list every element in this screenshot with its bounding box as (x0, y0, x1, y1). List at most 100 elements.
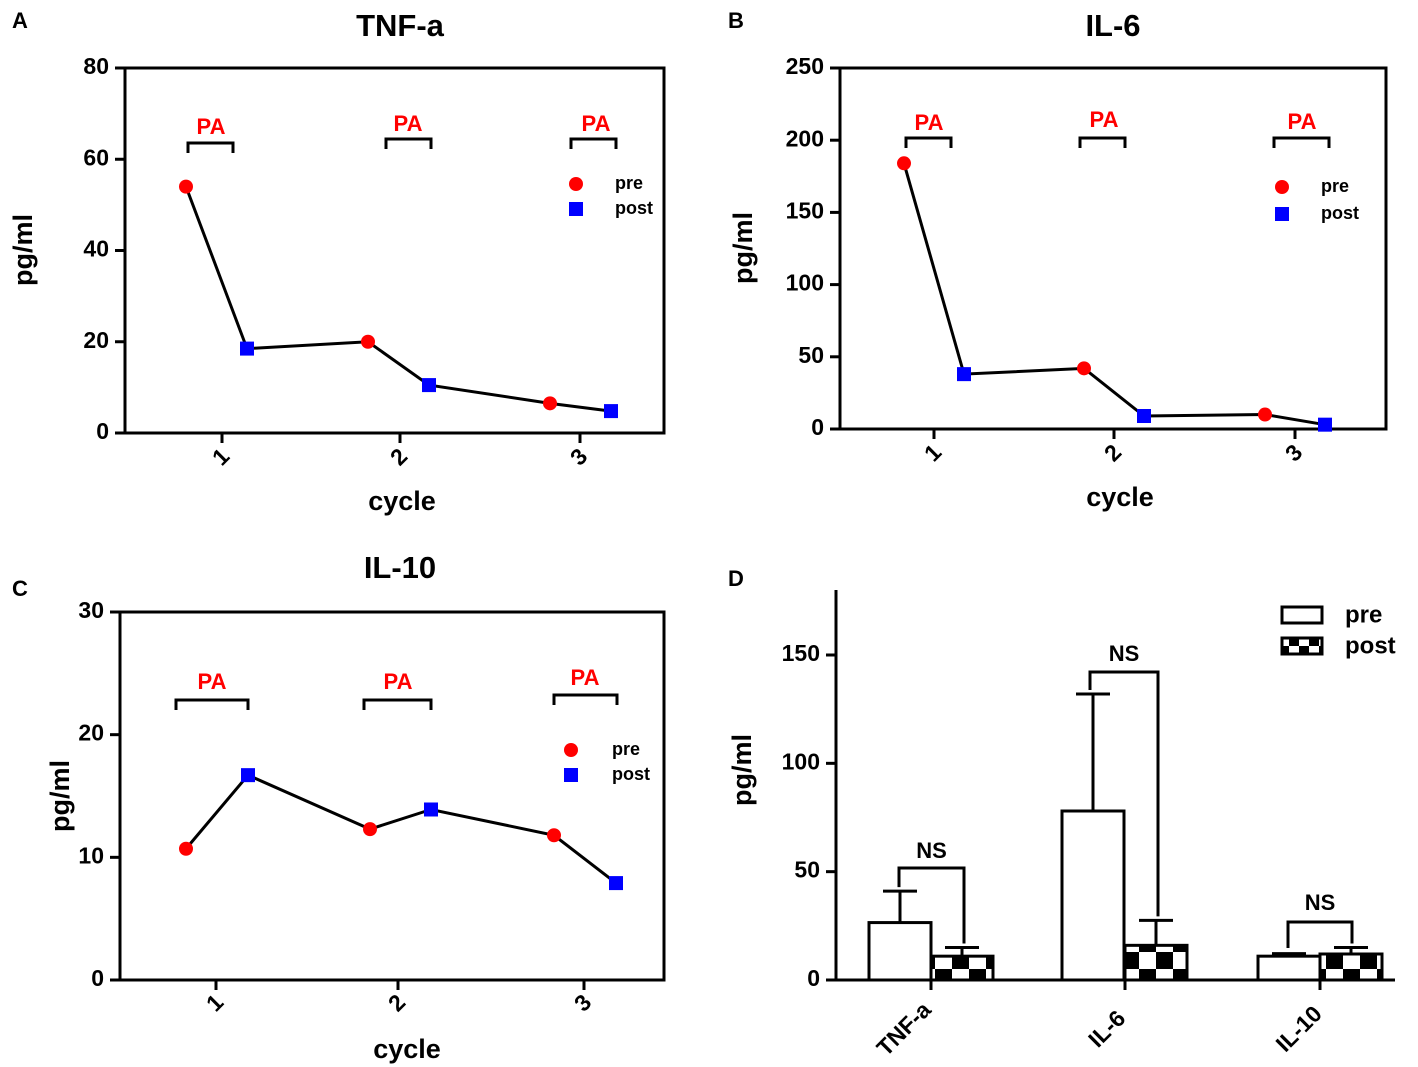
point-post-cycle-1 (240, 341, 254, 356)
x-tick-label: 2 (383, 989, 410, 1016)
y-tick-label: 80 (83, 53, 109, 79)
point-pre-cycle-3 (547, 828, 561, 843)
y-tick-label: 250 (786, 53, 824, 79)
bar-pre-1 (867, 921, 933, 982)
pa-annotation: PA (582, 111, 611, 136)
x-tick-label: 2 (1099, 439, 1126, 466)
significance-label: NS (1109, 641, 1140, 666)
panel-letter: A (12, 8, 28, 33)
point-pre-cycle-3 (1258, 407, 1272, 422)
legend-post-marker (564, 768, 578, 782)
point-pre-cycle-3 (543, 396, 557, 411)
bar-pre-3 (1256, 954, 1322, 982)
legend-post-marker (569, 202, 583, 216)
pa-bracket (362, 698, 433, 710)
chart-title: TNF-a (356, 8, 445, 43)
point-pre-cycle-2 (1077, 361, 1091, 376)
legend-post-label: post (1345, 632, 1396, 659)
point-post-cycle-2 (422, 378, 436, 393)
panel-a: A TNF-a 0 20 40 60 80 1 2 3 cycle pg/ml PA PA PA pre pos… (8, 8, 666, 516)
y-tick-label: 200 (786, 125, 824, 151)
bar-post-3 (1318, 952, 1384, 982)
point-pre-cycle-2 (361, 334, 375, 349)
pa-annotation: PA (197, 114, 226, 139)
y-axis-label: pg/ml (8, 214, 38, 286)
panel-c: C IL-10 0 10 20 30 1 2 3 cycle pg/ml PA PA PA pre post (12, 550, 666, 1064)
y-tick-label: 100 (782, 748, 820, 774)
y-tick-label: 20 (83, 327, 109, 353)
pa-bracket (1272, 136, 1331, 148)
pa-annotation: PA (1288, 109, 1317, 134)
x-tick-label: 2 (385, 443, 412, 470)
point-pre-cycle-1 (179, 179, 193, 194)
legend-pre-label: pre (1321, 176, 1349, 196)
y-tick-label: 150 (786, 197, 824, 223)
point-post-cycle-3 (1318, 417, 1332, 432)
chart-title: IL-10 (364, 550, 436, 585)
bar-post-2 (1123, 943, 1189, 982)
panel-letter: D (728, 566, 744, 591)
panel-b: B IL-6 0 50 100 150 200 250 1 2 3 cycle pg/ml PA PA PA p… (728, 8, 1388, 512)
point-pre-cycle-1 (897, 156, 911, 171)
legend-pre-marker (569, 177, 583, 191)
point-post-cycle-1 (957, 367, 971, 382)
plot-frame (118, 610, 666, 982)
legend-post-marker (1275, 207, 1289, 221)
point-post-cycle-1 (241, 768, 255, 783)
y-tick-label: 20 (78, 720, 104, 746)
legend-pre-marker (564, 743, 578, 757)
y-tick-label: 150 (782, 640, 820, 666)
y-tick-label: 50 (794, 857, 820, 883)
x-axis-label: cycle (373, 1034, 441, 1064)
y-tick-label: 60 (83, 144, 109, 170)
legend-post-swatch (1280, 636, 1324, 656)
y-tick-label: 0 (811, 414, 824, 440)
pa-bracket (569, 137, 618, 149)
pa-bracket (384, 137, 433, 149)
y-tick-label: 40 (83, 236, 109, 262)
pa-annotation: PA (1090, 107, 1119, 132)
x-tick-label: 1 (919, 439, 947, 467)
x-axis-label: cycle (368, 486, 436, 516)
pa-bracket (904, 136, 953, 148)
point-pre-cycle-2 (363, 822, 377, 837)
pa-annotation: PA (394, 111, 423, 136)
pa-annotation: PA (571, 665, 600, 690)
legend-pre-swatch (1280, 605, 1324, 625)
y-tick-label: 50 (798, 342, 824, 368)
bar-pre-2 (1060, 809, 1126, 982)
legend-pre-label: pre (1345, 601, 1382, 628)
point-post-cycle-2 (424, 802, 438, 817)
pa-annotation: PA (198, 669, 227, 694)
y-axis-label: pg/ml (727, 734, 757, 806)
panel-letter: B (728, 8, 744, 33)
x-tick-label: 3 (569, 989, 596, 1016)
y-axis-label: pg/ml (45, 760, 75, 832)
x-tick-label: 3 (1280, 439, 1307, 466)
chart-title: IL-6 (1085, 8, 1140, 43)
panel-letter: C (12, 576, 28, 601)
series-line (184, 186, 612, 413)
legend-post-label: post (612, 764, 650, 784)
x-tick-label: 1 (207, 443, 235, 471)
y-tick-label: 0 (91, 965, 104, 991)
x-tick-label: IL-6 (1083, 1005, 1130, 1052)
series-line (184, 773, 617, 885)
pa-annotation: PA (915, 110, 944, 135)
x-axis-label: cycle (1086, 482, 1154, 512)
y-tick-label: 100 (786, 270, 824, 296)
point-post-cycle-2 (1137, 409, 1151, 424)
pa-bracket (174, 698, 250, 710)
x-tick-label: IL-10 (1270, 1000, 1326, 1056)
legend-pre-label: pre (612, 739, 640, 759)
legend-post-label: post (615, 198, 653, 218)
y-axis-label: pg/ml (728, 212, 758, 284)
legend-pre-marker (1275, 180, 1289, 194)
significance-label: NS (916, 838, 947, 863)
pa-bracket (186, 141, 235, 153)
significance-label: NS (1305, 890, 1336, 915)
significance-bracket (897, 866, 966, 944)
x-tick-label: 3 (565, 443, 592, 470)
point-post-cycle-3 (609, 876, 623, 891)
